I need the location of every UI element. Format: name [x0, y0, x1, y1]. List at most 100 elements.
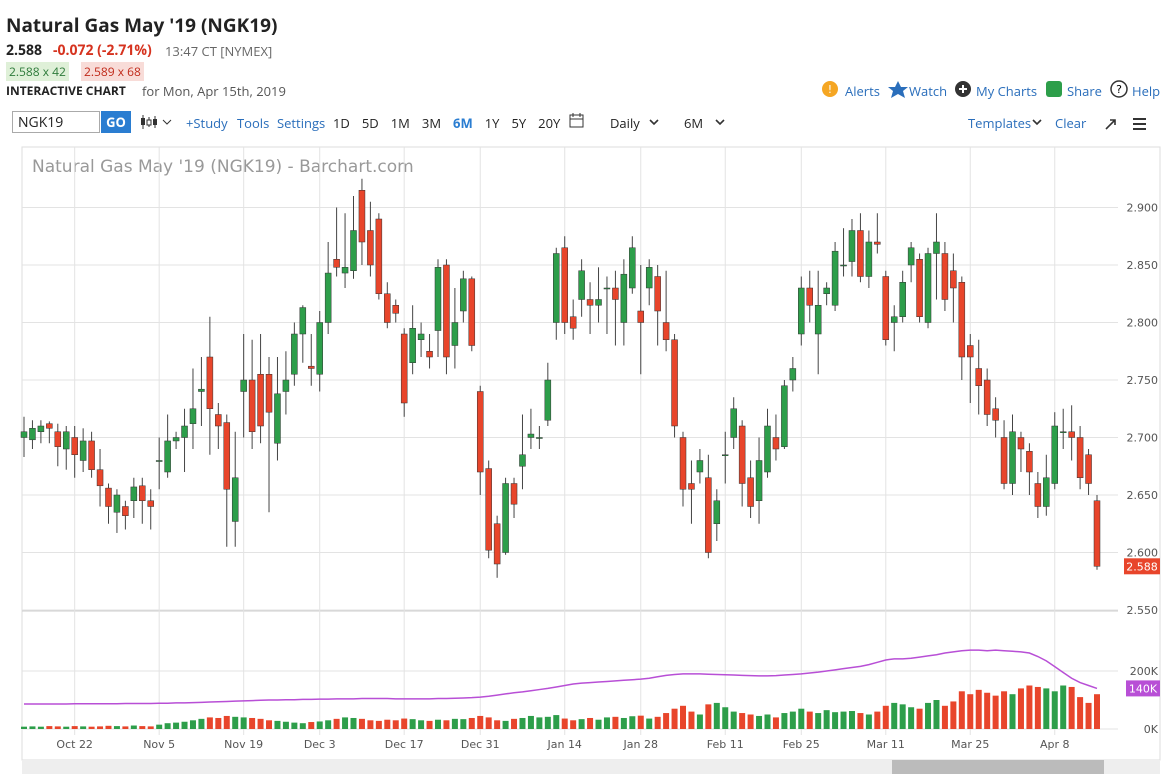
volume-average-badge [1126, 680, 1160, 697]
candle-body [544, 379, 552, 421]
period-button[interactable]: 1D [333, 114, 350, 132]
volume-bar [756, 715, 763, 729]
candle-body [155, 460, 163, 462]
volume-bar [730, 711, 737, 729]
candle-body [747, 477, 754, 507]
candle-body [629, 247, 636, 289]
volume-bar [789, 711, 796, 729]
volume-bar [494, 720, 501, 729]
clear-button[interactable]: Clear [1055, 114, 1087, 132]
x-tick-label: Feb 11 [707, 738, 744, 751]
volume-bar [561, 718, 568, 729]
candle-body [857, 230, 864, 277]
volume-bar [1085, 702, 1092, 729]
volume-bar [587, 717, 594, 729]
volume-bar [1009, 694, 1016, 729]
alerts-link[interactable]: Alerts [845, 82, 880, 100]
candle-body [130, 486, 138, 502]
chart-type-icon[interactable] [138, 112, 174, 132]
candle-body [967, 345, 974, 358]
volume-bar [485, 717, 492, 729]
volume-bar [443, 720, 450, 729]
candle-body [1085, 454, 1092, 484]
tools-button[interactable]: Tools [237, 114, 270, 132]
candle-body [341, 267, 349, 274]
candle-body [181, 425, 188, 438]
candle-body [924, 253, 932, 323]
volume-bar [832, 712, 839, 729]
volume-bar [815, 713, 822, 729]
candle-body [79, 440, 87, 461]
candle-body [874, 241, 881, 245]
watch-link[interactable]: Watch [909, 82, 948, 100]
volume-bar [603, 717, 610, 729]
candle-body [722, 454, 729, 456]
volume-bar [451, 718, 458, 729]
volume-bar [798, 708, 805, 729]
volume-bar [781, 713, 788, 729]
volume-bar [891, 702, 898, 729]
calendar-icon[interactable] [568, 112, 586, 130]
candle-body [1043, 477, 1050, 507]
candle-body [257, 374, 264, 427]
period-button[interactable]: 3M [421, 114, 442, 132]
scroll-thumb[interactable] [892, 760, 1104, 774]
candle-body [1051, 425, 1059, 484]
symbol-input[interactable]: NGK19 [12, 111, 100, 133]
volume-average-label: 140K [1129, 682, 1158, 695]
volume-bar [654, 716, 661, 729]
volume-bar [705, 704, 712, 729]
last-price: 2.588 [6, 41, 43, 60]
go-button[interactable]: GO [101, 111, 131, 133]
volume-bar [232, 716, 239, 729]
volume-bar [823, 710, 830, 729]
templates-button[interactable]: Templates [968, 114, 1032, 132]
volume-bar [967, 694, 974, 729]
candle-body [71, 437, 78, 455]
volume-bar [54, 726, 61, 729]
volume-bar [772, 717, 779, 729]
volume-bar [156, 724, 163, 729]
help-link[interactable]: Help [1132, 82, 1161, 100]
candle-body [764, 425, 771, 473]
volume-bar [189, 720, 196, 729]
volume-bar [164, 723, 171, 729]
period-button[interactable]: 5D [361, 114, 379, 132]
candle-body [96, 469, 104, 487]
period-button[interactable]: 1M [390, 114, 410, 132]
candle-body [367, 230, 374, 266]
candle-body [291, 333, 298, 375]
candle-body [671, 339, 678, 427]
volume-bar [63, 726, 70, 729]
volume-bar [316, 721, 323, 729]
candle-body [705, 477, 712, 553]
candle-body [1076, 437, 1084, 478]
my-charts-link[interactable]: My Charts [976, 82, 1038, 100]
volume-bar [722, 707, 729, 729]
candle-body [358, 190, 366, 243]
study-button[interactable]: +Study [186, 114, 228, 132]
period-button[interactable]: 20Y [538, 114, 561, 132]
candle-body [983, 379, 991, 415]
candle-body [553, 253, 560, 323]
candle-body [502, 483, 509, 553]
candle-body [941, 253, 949, 300]
volume-bar [882, 705, 889, 729]
candle-body [476, 391, 484, 473]
candle-body [434, 267, 442, 331]
settings-button[interactable]: Settings [277, 114, 326, 132]
volume-bar [1060, 685, 1067, 729]
period-button[interactable]: 1Y [484, 114, 500, 132]
scrollbar[interactable] [22, 760, 1160, 774]
period-button[interactable]: 6M [453, 114, 473, 132]
chart-title: Natural Gas May '19 (NGK19) - Barchart.c… [32, 157, 414, 177]
volume-bar [519, 717, 526, 729]
period-button[interactable]: 5Y [511, 114, 527, 132]
share-link[interactable]: Share [1067, 82, 1102, 100]
range-select[interactable]: 6M [684, 114, 704, 132]
interval-select[interactable]: Daily [610, 114, 640, 132]
volume-bar [206, 717, 213, 729]
candle-body [375, 218, 383, 294]
volume-bar [696, 714, 703, 729]
